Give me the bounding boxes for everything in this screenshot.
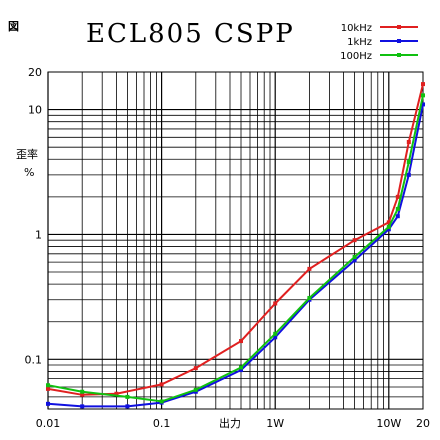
data-point (159, 399, 164, 404)
y-tick-label: 20 (28, 66, 42, 79)
data-point (307, 295, 312, 300)
y-axis-label-line2: % (24, 166, 34, 179)
series-line (47, 104, 424, 408)
series-1khz (46, 102, 425, 409)
data-point (406, 172, 411, 177)
x-tick-label: 0.01 (36, 417, 61, 430)
data-point (395, 206, 400, 211)
data-point (80, 404, 85, 409)
data-point (239, 368, 244, 373)
legend-label: 1kHz (347, 37, 372, 48)
series-100hz (46, 93, 425, 404)
y-tick-label: 0.1 (25, 353, 43, 366)
x-tick-label: 20 (416, 417, 430, 430)
data-point (352, 254, 357, 259)
chart-title: ECL805 CSPP (86, 19, 295, 49)
data-point (395, 214, 400, 219)
series-10khz (46, 82, 425, 397)
y-tick-label: 10 (28, 104, 42, 117)
data-point (114, 391, 119, 396)
x-tick-label: 1W (266, 417, 284, 430)
data-point (239, 365, 244, 370)
corner-label: 図 (8, 19, 19, 33)
y-tick-label: 1 (35, 228, 42, 241)
data-point (193, 366, 198, 371)
x-tick-label: 0.1 (153, 417, 171, 430)
grid (47, 71, 424, 410)
data-point (159, 382, 164, 387)
data-point (307, 266, 312, 271)
data-point (239, 339, 244, 344)
legend-swatch-marker (397, 53, 401, 57)
legend: 10kHz 1kHz 100Hz (340, 23, 418, 62)
data-point (273, 335, 278, 340)
tick-labels: 0.01 0.1 出力 1W 10W 20 20 10 1 0.1 (25, 66, 431, 430)
data-point (273, 301, 278, 306)
data-point (421, 93, 425, 98)
data-point (386, 224, 391, 229)
series-line (47, 83, 424, 396)
y-axis-label-line1: 歪率 (16, 147, 38, 161)
legend-label: 10kHz (341, 23, 372, 34)
legend-swatch-marker (397, 25, 401, 29)
data-point (421, 102, 425, 107)
data-point (80, 392, 85, 397)
legend-swatch-marker (397, 39, 401, 43)
data-point (125, 404, 130, 409)
data-point (406, 160, 411, 165)
data-point (386, 227, 391, 232)
data-point (193, 387, 198, 392)
data-point (46, 383, 50, 388)
data-point (421, 82, 425, 87)
data-point (273, 331, 278, 336)
x-tick-label: 10W (376, 417, 401, 430)
y-axis-label: 歪率 % (16, 147, 38, 179)
plot-frame (47, 71, 424, 410)
data-point (46, 386, 50, 391)
series-layer (46, 82, 425, 409)
data-point (406, 140, 411, 145)
data-point (386, 220, 391, 225)
data-point (352, 258, 357, 263)
data-point (46, 401, 50, 406)
data-point (80, 389, 85, 394)
legend-label: 100Hz (340, 51, 372, 62)
data-point (125, 394, 130, 399)
x-tick-label: 出力 (219, 416, 241, 430)
data-point (352, 238, 357, 243)
data-point (395, 194, 400, 199)
